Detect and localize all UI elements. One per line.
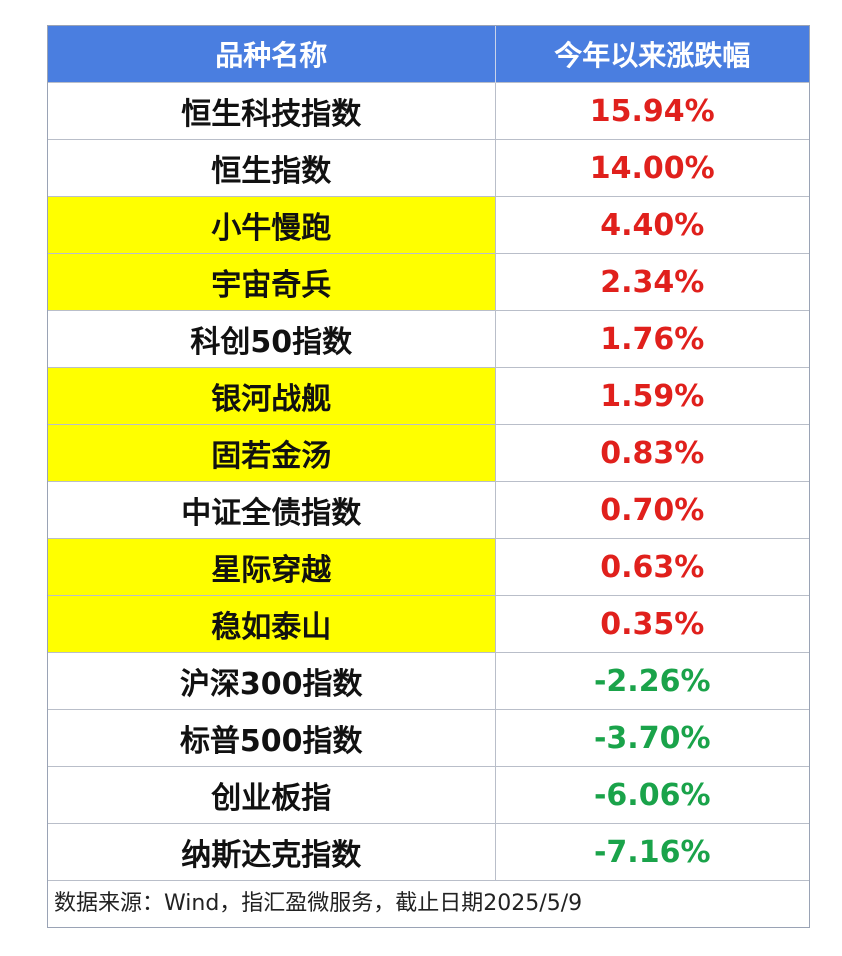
table-row: 小牛慢跑 4.40% [48,196,809,254]
product-name-cell: 恒生指数 [48,139,496,197]
table-row: 科创50指数 1.76% [48,310,809,368]
table-row: 纳斯达克指数 -7.16% [48,823,809,880]
ytd-change-cell: 0.83% [495,424,809,482]
ytd-change-cell: -2.26% [495,652,809,710]
product-name-cell: 小牛慢跑 [48,196,496,254]
ytd-change-cell: -6.06% [495,766,809,824]
table-row: 恒生指数 14.00% [48,139,809,197]
product-name-cell: 中证全债指数 [48,481,496,539]
table-row: 沪深300指数 -2.26% [48,652,809,710]
source-note: 数据来源：Wind，指汇盈微服务，截止日期2025/5/9 [48,880,809,927]
table-row: 创业板指 -6.06% [48,766,809,824]
product-name-cell: 纳斯达克指数 [48,823,496,880]
table-row: 星际穿越 0.63% [48,538,809,596]
table-row: 恒生科技指数 15.94% [48,82,809,140]
table-header-row: 品种名称 今年以来涨跌幅 [48,26,809,83]
ytd-change-cell: 15.94% [495,82,809,140]
ytd-change-cell: 14.00% [495,139,809,197]
ytd-change-cell: 2.34% [495,253,809,311]
header-product-name: 品种名称 [48,26,496,83]
product-name-cell: 稳如泰山 [48,595,496,653]
product-name-cell: 科创50指数 [48,310,496,368]
returns-table: 品种名称 今年以来涨跌幅 恒生科技指数 15.94% 恒生指数 14.00% 小牛慢跑 4… [48,26,809,880]
product-name-cell: 星际穿越 [48,538,496,596]
product-name-cell: 银河战舰 [48,367,496,425]
product-name-cell: 固若金汤 [48,424,496,482]
returns-table-container: 品种名称 今年以来涨跌幅 恒生科技指数 15.94% 恒生指数 14.00% 小牛慢跑 4… [47,25,810,928]
header-ytd-change: 今年以来涨跌幅 [495,26,809,83]
ytd-change-cell: 1.59% [495,367,809,425]
table-row: 宇宙奇兵 2.34% [48,253,809,311]
ytd-change-cell: 0.70% [495,481,809,539]
product-name-cell: 创业板指 [48,766,496,824]
table-row: 中证全债指数 0.70% [48,481,809,539]
ytd-change-cell: 0.63% [495,538,809,596]
product-name-cell: 沪深300指数 [48,652,496,710]
table-row: 标普500指数 -3.70% [48,709,809,767]
ytd-change-cell: 4.40% [495,196,809,254]
ytd-change-cell: -7.16% [495,823,809,880]
product-name-cell: 宇宙奇兵 [48,253,496,311]
table-row: 稳如泰山 0.35% [48,595,809,653]
ytd-change-cell: 1.76% [495,310,809,368]
table-body: 恒生科技指数 15.94% 恒生指数 14.00% 小牛慢跑 4.40% 宇宙奇兵 2.34%… [48,82,809,880]
ytd-change-cell: -3.70% [495,709,809,767]
table-row: 固若金汤 0.83% [48,424,809,482]
product-name-cell: 标普500指数 [48,709,496,767]
product-name-cell: 恒生科技指数 [48,82,496,140]
ytd-change-cell: 0.35% [495,595,809,653]
table-row: 银河战舰 1.59% [48,367,809,425]
